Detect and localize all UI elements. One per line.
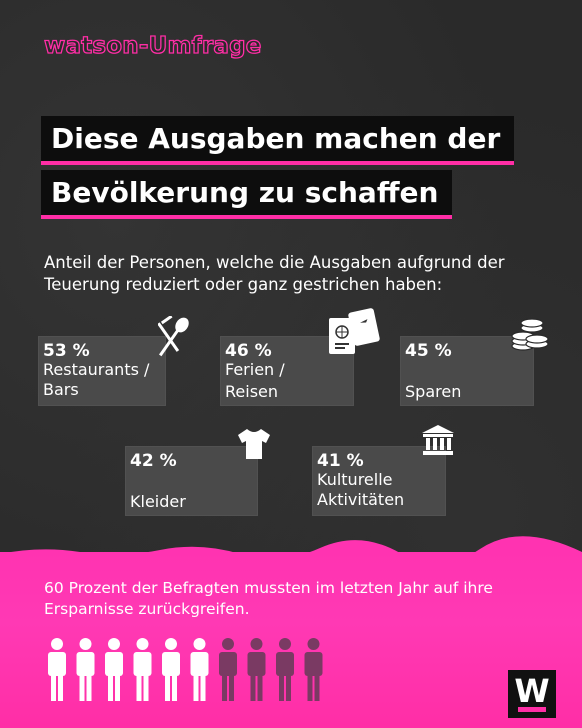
card-label-line2: Sparen — [405, 382, 462, 401]
card-label-line1: Restaurants / — [43, 360, 150, 379]
person-icon — [276, 638, 294, 701]
logo-letter: W — [514, 672, 550, 710]
logo-bar — [518, 707, 546, 712]
card-percent: 46 % — [225, 341, 272, 361]
person-icon — [247, 638, 266, 701]
card-percent: 45 % — [405, 341, 452, 361]
person-icon — [76, 638, 95, 701]
brand-title: watson-Umfrage — [43, 32, 262, 59]
card-label-line2: Bars — [43, 380, 79, 399]
person-icon — [219, 638, 237, 701]
card-label-line1: Kulturelle — [317, 470, 393, 489]
subtitle: Anteil der Personen, welche die Ausgaben… — [44, 253, 505, 294]
footer-text: 60 Prozent der Befragten mussten im letz… — [44, 579, 493, 618]
person-icon — [48, 638, 66, 701]
card-kleider: 42 % Kleider — [125, 446, 258, 516]
watson-logo: W — [508, 670, 556, 718]
museum-icon — [422, 425, 454, 455]
card-restaurants: 53 % Restaurants / Bars — [38, 336, 166, 406]
people-row — [44, 637, 334, 707]
card-label-line2: Kleider — [130, 492, 186, 511]
card-percent: 42 % — [130, 451, 177, 471]
person-icon — [162, 638, 180, 701]
card-sparen: 45 % Sparen — [400, 336, 534, 406]
person-icon — [133, 638, 152, 701]
person-icon — [190, 638, 209, 701]
card-label-line2: Aktivitäten — [317, 490, 405, 509]
person-icon — [304, 638, 323, 701]
cutlery-icon — [158, 316, 189, 357]
card-kultur: 41 % Kulturelle Aktivitäten — [312, 446, 446, 516]
card-percent: 41 % — [317, 451, 364, 471]
card-percent: 53 % — [43, 341, 90, 361]
people-icons — [48, 638, 323, 701]
headline-line-1: Diese Ausgaben machen der — [41, 116, 515, 165]
person-icon — [105, 638, 123, 701]
card-label-line2: Reisen — [225, 382, 279, 401]
tshirt-icon — [238, 429, 270, 459]
headline-line-2: Bevölkerung zu schaffen — [41, 170, 453, 219]
card-label-line1: Ferien / — [225, 360, 285, 379]
coins-icon — [511, 318, 549, 351]
passport-ticket-icon — [329, 308, 380, 354]
